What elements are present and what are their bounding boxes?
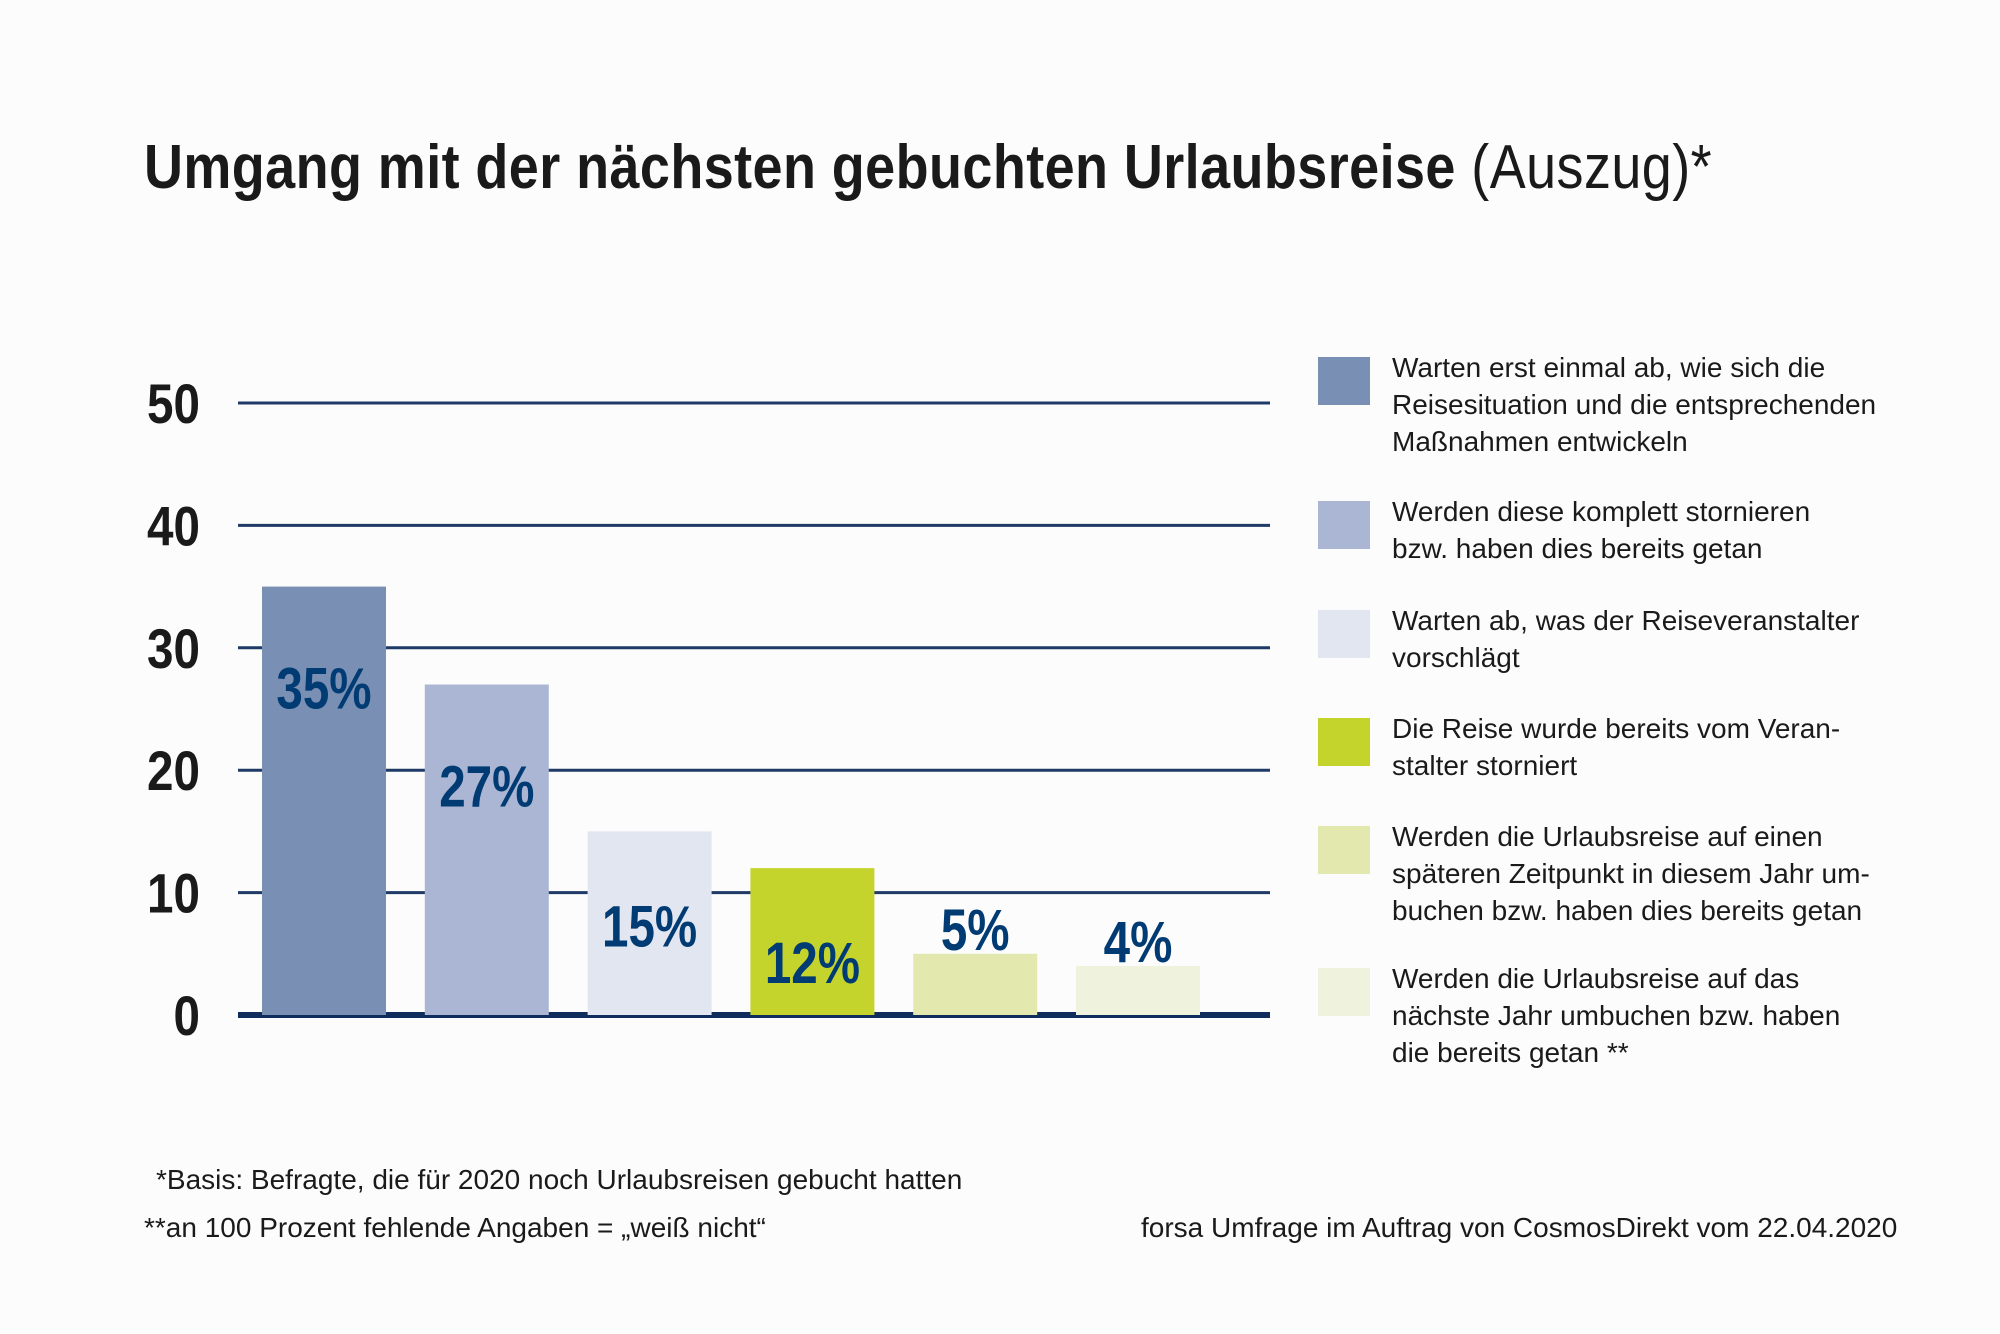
footnote-source: forsa Umfrage im Auftrag von CosmosDirek… xyxy=(1141,1212,1898,1243)
bar-data-label: 12% xyxy=(765,932,860,997)
y-tick-label: 0 xyxy=(174,985,200,1047)
chart-title-sub: (Auszug)* xyxy=(1471,133,1713,202)
legend-label: Werden die Urlaubsreise auf einen später… xyxy=(1392,821,1870,926)
bar xyxy=(262,586,386,1015)
chart-title-main: Umgang mit der nächsten gebuchten Urlaub… xyxy=(144,133,1456,202)
bar-data-label: 27% xyxy=(439,755,534,820)
legend-swatch xyxy=(1318,501,1370,549)
legend-swatch xyxy=(1318,826,1370,874)
bar-data-label: 35% xyxy=(276,657,371,722)
legend-swatch xyxy=(1318,357,1370,405)
legend-label: Werden die Urlaubsreise auf das nächste … xyxy=(1392,963,1841,1068)
legend-label: Warten ab, was der Reiseveranstalter vor… xyxy=(1392,605,1860,673)
y-tick-label: 30 xyxy=(147,618,200,680)
legend-label: Warten erst einmal ab, wie sich die Reis… xyxy=(1392,352,1877,457)
bar xyxy=(1076,966,1200,1015)
bar xyxy=(913,953,1038,1015)
chart-title: Umgang mit der nächsten gebuchten Urlaub… xyxy=(144,128,1712,208)
bar-data-label: 15% xyxy=(602,895,697,960)
bars xyxy=(262,586,1200,1015)
bar-data-labels: 35% 27% 15% 12% 5% 4% xyxy=(276,657,1172,996)
bar-data-label: 4% xyxy=(1104,911,1173,976)
footnote-basis: *Basis: Befragte, die für 2020 noch Urla… xyxy=(156,1164,963,1195)
y-tick-label: 10 xyxy=(147,863,200,925)
y-tick-label: 20 xyxy=(147,741,200,803)
legend-swatch xyxy=(1318,718,1370,766)
legend-swatch xyxy=(1318,968,1370,1016)
legend-label: Die Reise wurde bereits vom Veran- stalt… xyxy=(1392,713,1841,781)
footnote-missing: **an 100 Prozent fehlende Angaben = „wei… xyxy=(144,1212,766,1243)
bar xyxy=(424,684,549,1015)
y-tick-label: 40 xyxy=(147,496,200,558)
bar xyxy=(750,868,875,1015)
legend-swatch xyxy=(1318,610,1370,658)
bar-data-label: 5% xyxy=(941,898,1010,963)
y-axis-ticks: 0 10 20 30 40 50 xyxy=(147,373,200,1047)
y-tick-label: 50 xyxy=(147,373,200,435)
bar xyxy=(587,831,712,1015)
bar-chart: 0 10 20 30 40 50 35% 27% 15% 12% 5% 4% xyxy=(147,373,1270,1048)
legend-label: Werden diese komplett stornieren bzw. ha… xyxy=(1392,496,1811,564)
